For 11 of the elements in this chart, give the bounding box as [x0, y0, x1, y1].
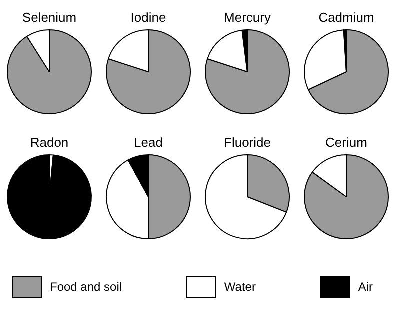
- chart-title: Cerium: [326, 135, 368, 150]
- legend-label: Food and soil: [50, 280, 122, 294]
- chart-title: Iodine: [130, 10, 166, 25]
- chart-title: Selenium: [22, 10, 77, 25]
- legend-label: Water: [224, 280, 256, 294]
- chart-title: Cadmium: [318, 10, 374, 25]
- chart-title: Lead: [134, 135, 163, 150]
- legend-label: Air: [358, 280, 373, 294]
- chart-title: Mercury: [224, 10, 272, 25]
- chart-title: Radon: [30, 135, 69, 150]
- chart-title: Fluoride: [224, 135, 271, 150]
